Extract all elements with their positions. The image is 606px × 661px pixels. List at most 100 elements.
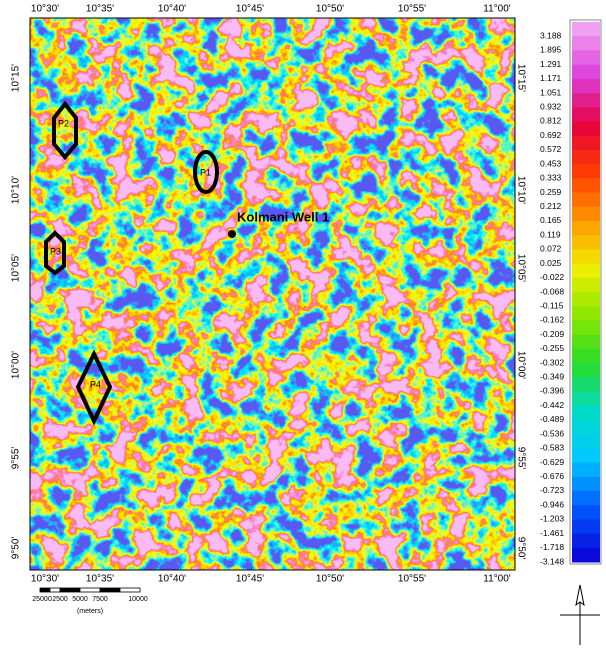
lon-label-top: 10°50' xyxy=(316,4,344,15)
polygon-p3 xyxy=(44,230,66,276)
lon-label-top: 10°35' xyxy=(86,4,114,15)
polygon-p2 xyxy=(52,100,78,161)
lat-label-left: 10°00' xyxy=(11,351,22,379)
legend-swatch xyxy=(572,533,600,549)
legend-swatch xyxy=(572,64,600,80)
map-frame xyxy=(29,17,516,571)
legend-label: 0.453 xyxy=(540,158,562,168)
legend-label: -0.022 xyxy=(540,272,564,282)
lat-label-left: 10°15' xyxy=(11,64,22,92)
legend-swatch xyxy=(572,391,600,407)
polygon-p4 xyxy=(75,349,113,426)
scale-label: 7500 xyxy=(92,596,108,603)
legend-swatch xyxy=(572,164,600,179)
well-marker xyxy=(228,230,236,238)
legend-label: -0.302 xyxy=(540,357,564,367)
legend-label: -0.583 xyxy=(540,443,564,453)
lat-label-right: 10°10' xyxy=(515,176,526,204)
lat-label-left: 9°50' xyxy=(11,537,22,560)
legend-label: -0.349 xyxy=(540,372,564,382)
legend-swatch xyxy=(572,235,600,250)
legend-label: -0.676 xyxy=(540,471,564,481)
polygon-label: P4 xyxy=(90,379,101,389)
legend-label: 0.333 xyxy=(540,173,562,183)
legend-label: 0.025 xyxy=(540,258,562,268)
legend-swatch xyxy=(572,206,600,222)
legend-label: -0.629 xyxy=(540,457,564,467)
legend-label: -1.203 xyxy=(540,514,564,524)
legend-swatch xyxy=(572,320,600,336)
legend-label: -0.489 xyxy=(540,414,564,424)
legend-label: 1.171 xyxy=(540,73,562,83)
legend-swatch xyxy=(572,50,600,66)
legend-label: 0.812 xyxy=(540,116,562,126)
legend-label: -0.209 xyxy=(540,329,564,339)
legend-swatch xyxy=(572,405,600,421)
north-arrow xyxy=(560,584,600,645)
legend-swatch xyxy=(572,547,600,563)
polygon-label: P2 xyxy=(58,118,69,128)
legend-swatch xyxy=(572,36,600,51)
legend-swatch xyxy=(572,135,600,151)
legend-swatch xyxy=(572,93,600,108)
scale-label: 2500 xyxy=(52,596,68,603)
legend-swatch xyxy=(572,220,600,236)
legend-swatch xyxy=(572,519,600,535)
legend-label: -3.148 xyxy=(540,556,564,566)
legend-swatch xyxy=(572,348,600,364)
lat-label-left: 10°10' xyxy=(11,176,22,204)
legend-swatch xyxy=(572,149,600,165)
lon-label-top: 10°30' xyxy=(31,4,59,15)
lon-label-bottom: 11°00' xyxy=(483,574,511,585)
legend-label: 0.572 xyxy=(540,144,562,154)
legend-swatch xyxy=(572,292,600,307)
polygon-p1 xyxy=(193,150,219,194)
legend-label: -0.396 xyxy=(540,386,564,396)
lon-label-bottom: 10°35' xyxy=(86,574,114,585)
legend-swatch xyxy=(572,306,600,321)
legend-label: -0.536 xyxy=(540,428,564,438)
lon-label-bottom: 10°30' xyxy=(31,574,59,585)
scale-label: 10000 xyxy=(128,596,148,603)
legend-swatch xyxy=(572,490,600,506)
legend-label: -0.723 xyxy=(540,485,564,495)
legend-swatch xyxy=(572,263,600,279)
polygon-label: P3 xyxy=(50,246,61,256)
legend-swatch xyxy=(572,121,600,137)
legend-label: 1.291 xyxy=(540,59,562,69)
legend-label: -0.255 xyxy=(540,343,564,353)
legend-swatch xyxy=(572,22,600,37)
polygons xyxy=(44,100,219,426)
legend-label: -0.115 xyxy=(540,300,564,310)
legend-label: -0.162 xyxy=(540,315,564,325)
legend-swatch xyxy=(572,462,600,478)
legend-swatch xyxy=(572,434,600,449)
scale-unit: (meters) xyxy=(77,608,103,615)
legend-swatch xyxy=(572,334,600,350)
legend-swatch xyxy=(572,448,600,464)
legend-swatch xyxy=(572,476,600,492)
anomaly-map xyxy=(30,18,515,570)
legend-swatch xyxy=(572,377,600,392)
legend-swatch xyxy=(572,363,600,378)
lon-label-top: 10°55' xyxy=(398,4,426,15)
legend-swatch xyxy=(572,505,600,520)
legend-label: -0.946 xyxy=(540,499,564,509)
legend-label: 0.072 xyxy=(540,244,562,254)
lon-label-bottom: 10°55' xyxy=(398,574,426,585)
scale-label: 5000 xyxy=(72,596,88,603)
lon-label-bottom: 10°40' xyxy=(158,574,186,585)
scale-label: 0 xyxy=(48,596,52,603)
legend-swatch xyxy=(572,78,600,94)
scale-bar xyxy=(39,587,141,593)
lat-label-right: 9°50' xyxy=(515,537,526,560)
lat-label-right: 10°00' xyxy=(515,351,526,379)
legend-swatch xyxy=(572,107,600,122)
legend-label: 0.932 xyxy=(540,102,562,112)
legend-label: 0.259 xyxy=(540,187,562,197)
polygon-label: P1 xyxy=(200,167,211,177)
legend-swatch xyxy=(572,178,600,194)
lon-label-bottom: 10°45' xyxy=(236,574,264,585)
legend-label: 0.119 xyxy=(540,229,561,239)
well-label: Kolmani Well 1 xyxy=(237,209,329,224)
